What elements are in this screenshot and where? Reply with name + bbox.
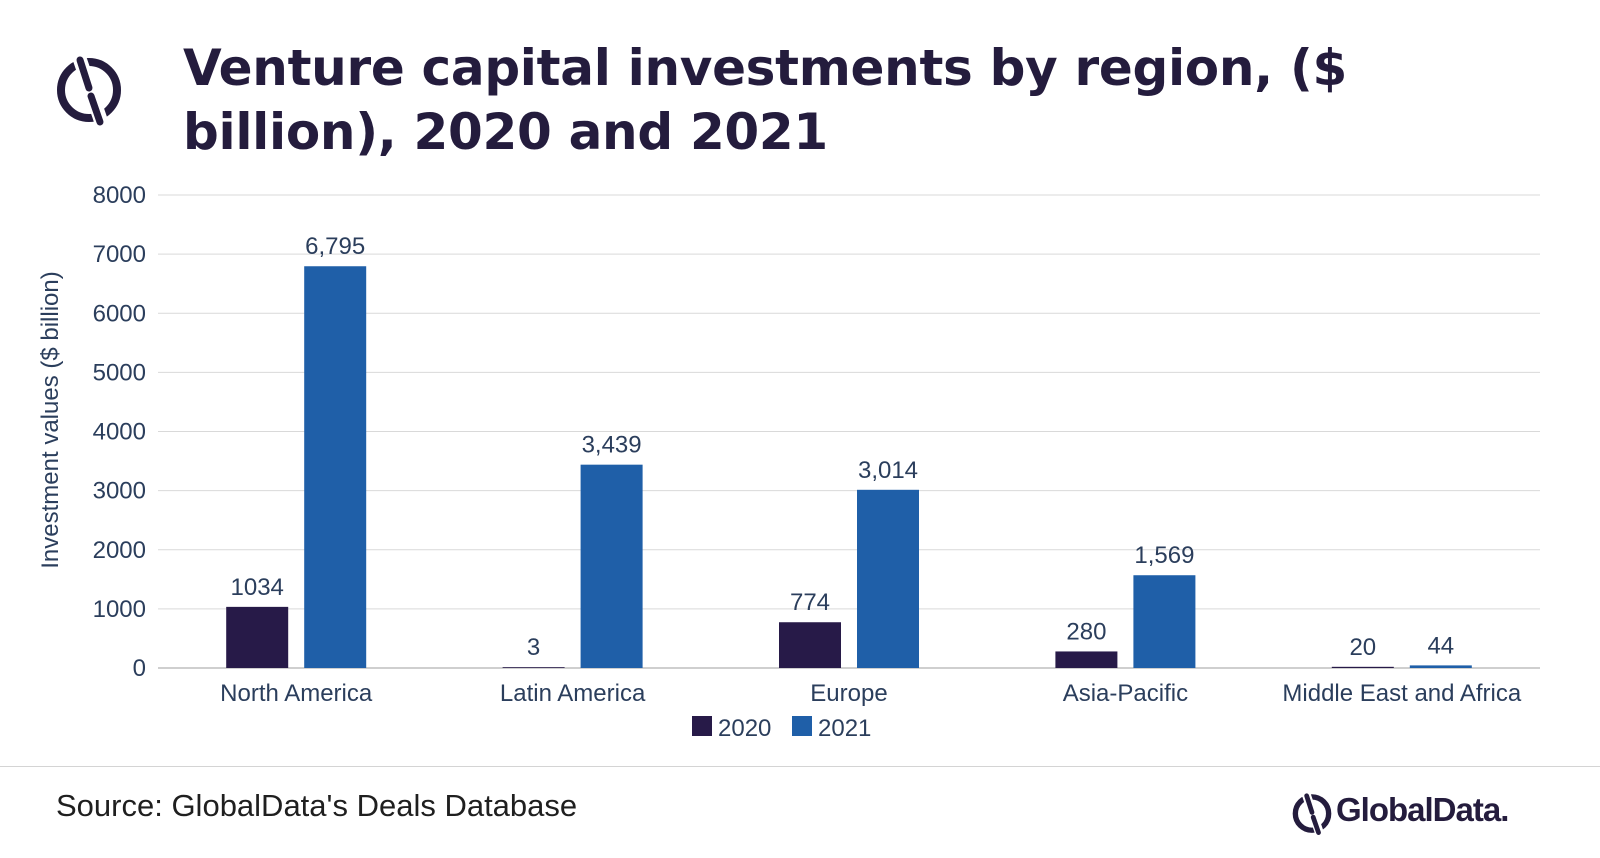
brand-logo: GlobalData. <box>1290 785 1540 841</box>
bar-2020-asia-pacific <box>1055 651 1118 668</box>
bar-value-label: 774 <box>790 589 830 616</box>
bar-value-label: 6,795 <box>305 233 365 260</box>
x-tick-label: Europe <box>810 680 887 707</box>
y-tick-label: 0 <box>133 655 146 682</box>
bar-2021-north-america <box>304 266 367 668</box>
footer-divider <box>0 766 1600 767</box>
bar-data-labels: 1034 6,795 3 3,439 774 3,014 280 1,569 20 44 <box>231 233 1455 661</box>
legend-swatch <box>792 716 812 736</box>
bar-2021-middle-east-and-africa <box>1409 665 1472 668</box>
bar-value-label: 1034 <box>231 574 284 601</box>
bar-value-label: 20 <box>1349 634 1376 661</box>
legend-label: 2021 <box>818 715 871 742</box>
bar-2021-latin-america <box>580 464 643 668</box>
bar-value-label: 3,014 <box>858 457 918 484</box>
brand-name: GlobalData. <box>1336 791 1509 828</box>
y-tick-label: 6000 <box>93 300 146 327</box>
globaldata-logo-icon <box>57 51 121 127</box>
legend-label: 2020 <box>718 715 771 742</box>
y-tick-label: 8000 <box>93 182 146 209</box>
y-axis-ticks: 0 1000 2000 3000 4000 5000 6000 7000 8000 <box>93 182 146 682</box>
y-axis-label: Investment values ($ billion) <box>37 271 64 568</box>
x-axis-ticks: North America Latin America Europe Asia-Pac… <box>220 680 1522 707</box>
legend-swatch <box>692 716 712 736</box>
x-tick-label: North America <box>220 680 373 707</box>
chart-title: Venture capital investments by region, (… <box>183 39 1347 161</box>
y-tick-label: 2000 <box>93 537 146 564</box>
y-tick-label: 5000 <box>93 359 146 386</box>
legend: 2020 2021 <box>692 715 871 742</box>
bar-chart: 0 1000 2000 3000 4000 5000 6000 7000 8000 Invest… <box>37 182 1540 742</box>
bar-2020-latin-america <box>502 667 565 668</box>
bar-value-label: 3 <box>527 634 540 661</box>
bar-value-label: 44 <box>1427 632 1454 659</box>
bar-value-label: 1,569 <box>1134 542 1194 569</box>
x-tick-label: Middle East and Africa <box>1282 680 1521 707</box>
x-tick-label: Asia-Pacific <box>1063 680 1188 707</box>
globaldata-logo-icon <box>1292 790 1332 836</box>
gridlines <box>158 194 1540 669</box>
y-tick-label: 3000 <box>93 478 146 505</box>
bar-2020-north-america <box>226 606 289 668</box>
bars <box>226 266 1472 668</box>
bar-2020-europe <box>779 622 841 668</box>
source-note: Source: GlobalData's Deals Database <box>56 788 578 823</box>
y-tick-label: 4000 <box>93 419 146 446</box>
bar-value-label: 3,439 <box>582 432 642 459</box>
y-tick-label: 1000 <box>93 596 146 623</box>
bar-value-label: 280 <box>1066 618 1106 645</box>
x-tick-label: Latin America <box>500 680 646 707</box>
y-tick-label: 7000 <box>93 241 146 268</box>
bar-2021-europe <box>857 489 919 668</box>
bar-2021-asia-pacific <box>1133 575 1196 668</box>
bar-2020-middle-east-and-africa <box>1331 666 1394 668</box>
